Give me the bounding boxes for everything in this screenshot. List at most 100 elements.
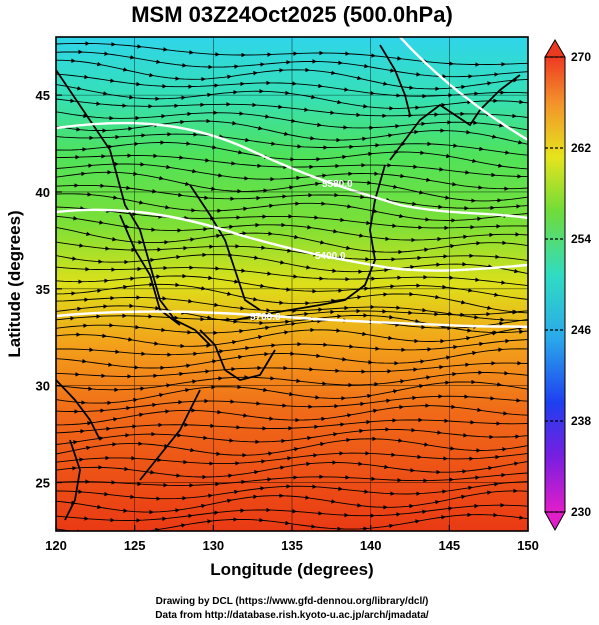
streamline-arrow [129, 55, 135, 60]
colorbar-tick-label: 270 [571, 50, 591, 64]
streamline-arrow [233, 279, 239, 284]
colorbar: 270 262 254 246 238 230 [544, 39, 591, 532]
coast-sakhalin [379, 44, 411, 116]
streamline-arrow [310, 94, 316, 100]
streamline-arrow [293, 447, 299, 452]
streamline-arrow [392, 184, 398, 189]
streamline-arrow [306, 435, 312, 441]
streamline-arrow [239, 306, 245, 311]
streamline-arrow [295, 378, 301, 384]
streamline-arrow [112, 195, 118, 200]
streamline-arrow [486, 81, 492, 86]
streamline-arrow [158, 392, 164, 398]
streamline-arrow [264, 325, 270, 331]
streamline-arrow [242, 413, 248, 418]
y-tick-label: 35 [36, 282, 50, 297]
streamline-arrow [513, 268, 519, 274]
streamline-arrow [411, 201, 417, 207]
streamline-arrow [158, 175, 164, 181]
streamline-arrow [498, 123, 504, 128]
streamline-arrow [467, 485, 473, 491]
streamline-arrow [218, 134, 224, 139]
streamline-arrow [154, 527, 160, 531]
streamline-arrow [174, 508, 180, 513]
streamline-arrow [290, 321, 296, 327]
streamline-arrow [418, 190, 424, 195]
streamline-arrow [465, 129, 471, 135]
streamline-arrow [346, 204, 352, 209]
streamline-arrow [361, 331, 367, 337]
streamline-arrow [306, 225, 312, 230]
streamline-arrow [103, 491, 109, 497]
chart-title: MSM 03Z24Oct2025 (500.0hPa) [131, 2, 453, 27]
contour-label-5400: 5400.0 [315, 251, 346, 262]
streamline-arrow [189, 447, 195, 453]
streamline-arrow [491, 134, 497, 139]
streamline-arrow [305, 265, 311, 270]
colorbar-top-triangle [544, 39, 566, 58]
coast-ryukyu [139, 389, 201, 481]
streamline-arrow [288, 185, 294, 190]
y-tick-label: 40 [36, 185, 50, 200]
streamline-arrow [262, 387, 268, 393]
colorbar-tick-label: 230 [571, 505, 591, 519]
streamline-arrow [332, 432, 338, 437]
streamline-arrow [71, 256, 77, 261]
contour-5580 [56, 208, 528, 272]
streamline-arrow [330, 298, 336, 304]
streamline-arrow [112, 417, 118, 422]
streamline-arrow [460, 300, 466, 305]
streamline-arrow [76, 86, 82, 91]
streamline-arrow [398, 213, 404, 219]
streamline-arrow [425, 375, 431, 380]
streamline-arrow [518, 515, 524, 520]
streamline-arrow [86, 421, 92, 426]
streamline-arrow [231, 120, 237, 126]
streamline-arrow [259, 486, 265, 491]
streamline-arrow [414, 519, 420, 524]
streamline-arrow [471, 350, 477, 356]
colorbar-tick-label: 262 [571, 141, 591, 155]
streamline-arrow [387, 133, 393, 138]
streamline-arrow [264, 114, 270, 119]
streamline-arrow [366, 393, 372, 399]
streamline-arrow [316, 122, 322, 128]
streamline-arrow [330, 70, 336, 75]
streamline-arrow [363, 63, 369, 69]
streamline-arrow [387, 335, 393, 341]
coast-japan-honshu [234, 164, 386, 321]
streamline-arrow [493, 292, 499, 297]
streamline-arrow [132, 397, 138, 403]
streamline-arrow [392, 389, 398, 394]
x-tick-label: 130 [202, 538, 224, 553]
streamline-arrow [365, 220, 371, 226]
streamline-arrow [155, 59, 161, 64]
contour-label-5700: 5700.0 [250, 312, 281, 323]
streamline-arrow [85, 445, 91, 451]
streamline-arrow [286, 248, 292, 253]
streamline-arrow [76, 306, 82, 312]
colorbar-scale [544, 56, 566, 513]
streamline-arrow [180, 523, 186, 528]
streamline-arrow [286, 456, 292, 461]
coast-japan-hokkaido [389, 103, 481, 161]
streamline-arrow [187, 513, 193, 519]
x-tick-label: 125 [124, 538, 146, 553]
y-tick-label: 25 [36, 476, 50, 491]
streamline-arrow [279, 465, 285, 470]
streamline-arrow [466, 328, 472, 333]
streamline-arrow [177, 192, 183, 198]
streamline-arrow [211, 359, 217, 364]
colorbar-ticks: 270 262 254 246 238 230 [545, 50, 591, 519]
streamline-arrow [414, 318, 420, 324]
streamline-arrow [127, 337, 133, 342]
coastlines [56, 44, 521, 521]
streamline-arrow [330, 499, 336, 504]
streamline-arrow [498, 321, 504, 326]
streamline-arrow [471, 158, 477, 164]
streamline-arrow [279, 260, 285, 265]
streamline-arrow [191, 168, 197, 174]
streamline-arrow [366, 180, 372, 185]
streamline-arrow [440, 515, 446, 520]
streamline-arrow [153, 341, 159, 346]
